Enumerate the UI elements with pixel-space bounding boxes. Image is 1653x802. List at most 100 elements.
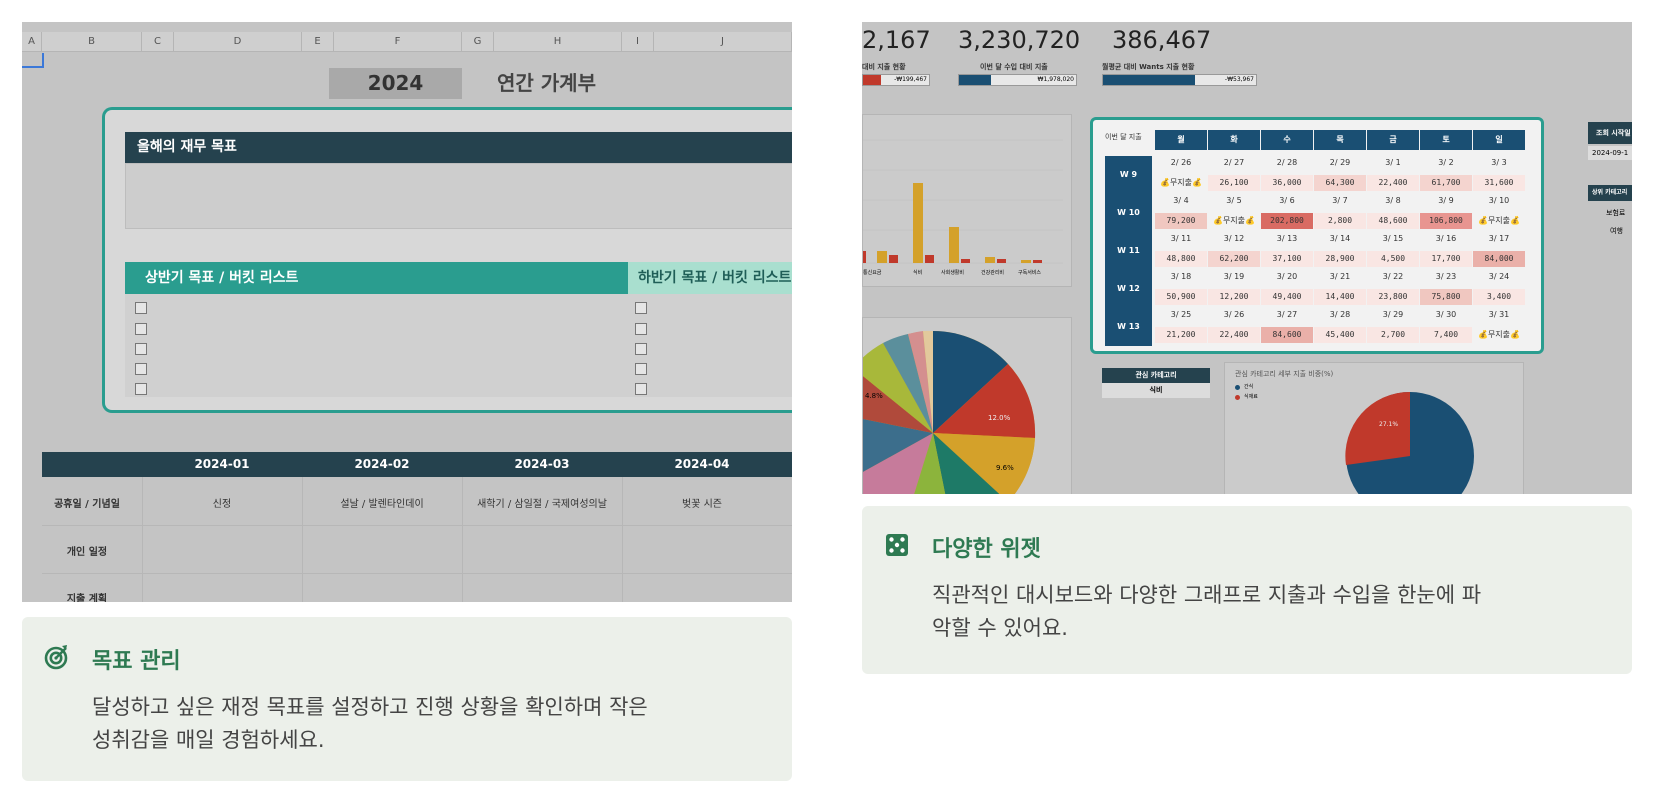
calendar-date: 3/ 29 bbox=[1382, 310, 1404, 319]
bar bbox=[1021, 260, 1031, 263]
calendar-spend-cell[interactable]: 106,800 bbox=[1420, 213, 1472, 229]
calendar-spend-cell[interactable]: 50,900 bbox=[1155, 289, 1207, 305]
goal-panel: 올해의 재무 목표 상반기 목표 / 버킷 리스트 하반기 목표 / 버킷 리스… bbox=[102, 107, 792, 413]
holiday-cell: 설날 / 발렌타인데이 bbox=[340, 499, 424, 510]
progress-bar: -₩53,967 bbox=[1102, 74, 1257, 86]
calendar-date: 3/ 15 bbox=[1382, 234, 1404, 243]
bar bbox=[889, 255, 898, 263]
calendar-spend-cell[interactable]: 💰무지출💰 bbox=[1473, 327, 1525, 343]
lookup-start-label: 조회 시작일 bbox=[1588, 122, 1632, 144]
selected-cell[interactable] bbox=[22, 53, 44, 68]
bar-value: -₩199,467 bbox=[894, 76, 927, 83]
checkbox[interactable] bbox=[635, 363, 647, 375]
calendar-date: 3/ 27 bbox=[1276, 310, 1298, 319]
bar-value: -₩53,967 bbox=[1224, 76, 1254, 83]
calendar-spend-cell[interactable]: 💰무지출💰 bbox=[1208, 213, 1260, 229]
checkbox[interactable] bbox=[135, 383, 147, 395]
interest-detail-chart: 관심 카테고리 세부 지출 비중(%) 간식 식재료 27.1% bbox=[1224, 362, 1524, 494]
top-category-label: 상위 카테고리 bbox=[1588, 185, 1632, 201]
top-category-item: 여행 bbox=[1610, 227, 1623, 235]
pie-label: 12.0% bbox=[988, 414, 1011, 422]
holiday-cell: 새학기 / 삼일절 / 국제여성의날 bbox=[477, 499, 607, 510]
calendar-date: 3/ 18 bbox=[1170, 272, 1192, 281]
calendar-date: 3/ 7 bbox=[1332, 196, 1348, 205]
checkbox[interactable] bbox=[135, 323, 147, 335]
chart-title: 관심 카테고리 세부 지출 비중(%) bbox=[1235, 370, 1334, 378]
goal-sheet-screenshot: A B C D E F G H I J 2024 연간 가계부 올해의 재무 목… bbox=[22, 22, 792, 602]
calendar-date: 3/ 19 bbox=[1223, 272, 1245, 281]
pie-slice bbox=[883, 334, 933, 433]
pie-slice bbox=[933, 433, 1000, 494]
checkbox[interactable] bbox=[635, 302, 647, 314]
column-header-row: A B C D E F G H I J bbox=[22, 32, 792, 52]
row-label: 지출 계획 bbox=[66, 594, 108, 602]
checkbox[interactable] bbox=[135, 343, 147, 355]
pie-slice bbox=[863, 419, 933, 472]
pie-slice bbox=[923, 330, 933, 433]
calendar-spend-cell[interactable]: 3,400 bbox=[1473, 289, 1525, 305]
calendar-spend-cell[interactable]: 21,200 bbox=[1155, 327, 1207, 343]
week-label: W 13 bbox=[1105, 308, 1152, 346]
calendar-spend-cell[interactable]: 36,000 bbox=[1261, 175, 1313, 191]
weekday-header: 수 bbox=[1261, 130, 1313, 150]
calendar-spend-cell[interactable]: 22,400 bbox=[1367, 175, 1419, 191]
calendar-spend-cell[interactable]: 7,400 bbox=[1420, 327, 1472, 343]
calendar-spend-cell[interactable]: 22,400 bbox=[1208, 327, 1260, 343]
pie-label: 27.1% bbox=[1379, 421, 1399, 428]
calendar-date: 2/ 26 bbox=[1170, 158, 1192, 167]
calendar-spend-cell[interactable]: 48,800 bbox=[1155, 251, 1207, 267]
checkbox[interactable] bbox=[135, 302, 147, 314]
calendar-spend-cell[interactable]: 75,800 bbox=[1420, 289, 1472, 305]
calendar-spend-cell[interactable]: 31,600 bbox=[1473, 175, 1525, 191]
calendar-spend-cell[interactable]: 4,500 bbox=[1367, 251, 1419, 267]
calendar-spend-cell[interactable]: 79,200 bbox=[1155, 213, 1207, 229]
summary-label: 월평균 대비 Wants 지출 현황 bbox=[1102, 63, 1195, 71]
calendar-spend-cell[interactable]: 84,600 bbox=[1261, 327, 1313, 343]
interest-category-value[interactable]: 식비 bbox=[1102, 383, 1210, 398]
calendar-date: 3/ 6 bbox=[1279, 196, 1295, 205]
week-label: W 12 bbox=[1105, 270, 1152, 308]
checkbox[interactable] bbox=[635, 383, 647, 395]
calendar-spend-cell[interactable]: 28,900 bbox=[1314, 251, 1366, 267]
year-cell: 2024 bbox=[329, 68, 462, 99]
bar bbox=[925, 255, 934, 263]
calendar-date: 3/ 4 bbox=[1173, 196, 1189, 205]
calendar-spend-cell[interactable]: 12,200 bbox=[1208, 289, 1260, 305]
bar bbox=[913, 183, 923, 263]
bar bbox=[997, 259, 1006, 263]
pie-label: 9.6% bbox=[996, 464, 1014, 472]
calendar-spend-cell[interactable]: 26,100 bbox=[1208, 175, 1260, 191]
annual-goal-input[interactable] bbox=[125, 163, 792, 229]
calendar-spend-cell[interactable]: 61,700 bbox=[1420, 175, 1472, 191]
calendar-spend-cell[interactable]: 202,800 bbox=[1261, 213, 1313, 229]
calendar-spend-cell[interactable]: 23,800 bbox=[1367, 289, 1419, 305]
calendar-spend-cell[interactable]: 64,300 bbox=[1314, 175, 1366, 191]
calendar-date: 3/ 13 bbox=[1276, 234, 1298, 243]
col-header: A bbox=[22, 32, 42, 51]
calendar-spend-cell[interactable]: 2,800 bbox=[1314, 213, 1366, 229]
calendar-spend-cell[interactable]: 2,700 bbox=[1367, 327, 1419, 343]
calendar-spend-cell[interactable]: 💰무지출💰 bbox=[1155, 175, 1207, 191]
week-label: W 11 bbox=[1105, 232, 1152, 270]
legend-swatch bbox=[1235, 395, 1240, 400]
calendar-spend-cell[interactable]: 45,400 bbox=[1314, 327, 1366, 343]
dice-icon bbox=[886, 534, 908, 556]
calendar-spend-cell[interactable]: 84,000 bbox=[1473, 251, 1525, 267]
calendar-spend-cell[interactable]: 49,400 bbox=[1261, 289, 1313, 305]
calendar-spend-cell[interactable]: 62,200 bbox=[1208, 251, 1260, 267]
calendar-date: 3/ 8 bbox=[1385, 196, 1401, 205]
month-label: 2024-02 bbox=[354, 457, 410, 471]
lookup-start-input[interactable]: 2024-09-1 bbox=[1588, 146, 1632, 160]
calendar-spend-cell[interactable]: 37,100 bbox=[1261, 251, 1313, 267]
checkbox[interactable] bbox=[135, 363, 147, 375]
calendar-spend-cell[interactable]: 48,600 bbox=[1367, 213, 1419, 229]
target-icon bbox=[44, 645, 68, 670]
col-header: H bbox=[494, 32, 622, 51]
checkbox[interactable] bbox=[635, 323, 647, 335]
calendar-spend-cell[interactable]: 💰무지출💰 bbox=[1473, 213, 1525, 229]
calendar-spend-cell[interactable]: 17,700 bbox=[1420, 251, 1472, 267]
bar-category: 건강관리비 bbox=[981, 270, 1005, 276]
bar-category: 구독서비스 bbox=[1018, 270, 1042, 276]
checkbox[interactable] bbox=[635, 343, 647, 355]
calendar-spend-cell[interactable]: 14,400 bbox=[1314, 289, 1366, 305]
